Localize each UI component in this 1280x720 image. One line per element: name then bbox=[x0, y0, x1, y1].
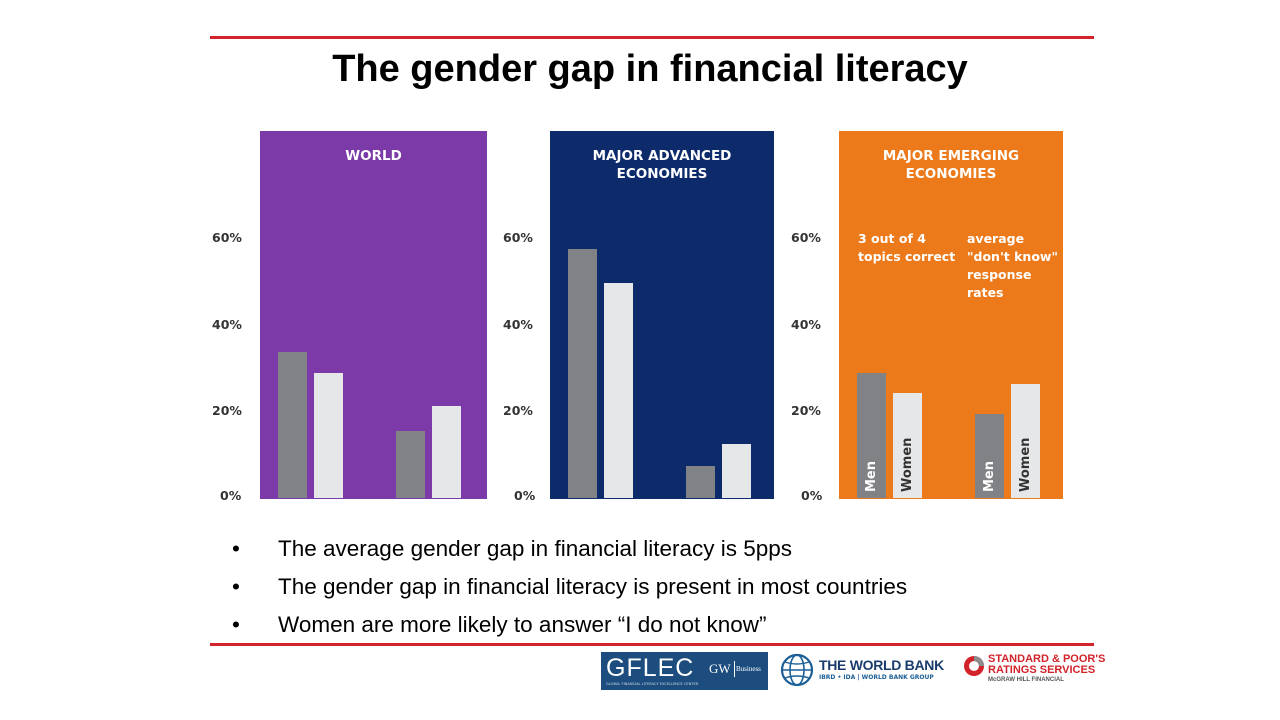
panel-title: WORLD bbox=[345, 148, 402, 164]
globe-icon bbox=[780, 653, 814, 687]
y-tick-0: 0% bbox=[801, 488, 823, 503]
y-tick-20: 20% bbox=[503, 403, 533, 418]
world-bank-logo: THE WORLD BANK IBRD • IDA | WORLD BANK G… bbox=[778, 652, 948, 690]
y-tick-60: 60% bbox=[212, 230, 242, 245]
chart-panel-world: WORLD bbox=[260, 131, 487, 499]
bar-men-3-out-of-4-topics-correct bbox=[857, 373, 886, 498]
bar-women-3-out-of-4-topics-correct bbox=[604, 283, 633, 498]
top-rule bbox=[210, 36, 1094, 39]
gflec-logo: GFLEC GLOBAL FINANCIAL LITERACY EXCELLEN… bbox=[601, 652, 768, 690]
y-tick-40: 40% bbox=[503, 317, 533, 332]
bar-women-average-don-t-know-response-rates bbox=[722, 444, 751, 498]
bar-women-3-out-of-4-topics-correct bbox=[893, 392, 922, 498]
annotation-dont-know: average "don't know" response rates bbox=[967, 231, 1058, 300]
sp-logo-line1: STANDARD & POOR'S bbox=[988, 653, 1106, 665]
bottom-rule bbox=[210, 643, 1094, 646]
bar-women-average-don-t-know-response-rates bbox=[1011, 384, 1040, 498]
bar-men-average-don-t-know-response-rates bbox=[975, 414, 1004, 498]
bar-men-3-out-of-4-topics-correct bbox=[278, 351, 307, 498]
y-tick-20: 20% bbox=[791, 403, 821, 418]
bullet-text: The average gender gap in financial lite… bbox=[278, 536, 793, 561]
bullet-text: The gender gap in financial literacy is … bbox=[278, 574, 908, 599]
bullet-marker: • bbox=[232, 574, 240, 599]
chart-panel-major-emerging-economies: MAJOR EMERGING ECONOMIES 3 out of 4 topi… bbox=[839, 131, 1063, 499]
y-tick-60: 60% bbox=[791, 230, 821, 245]
bullet-text: Women are more likely to answer “I do no… bbox=[278, 612, 767, 637]
bar-label-men: Men bbox=[864, 460, 879, 492]
y-tick-0: 0% bbox=[220, 488, 242, 503]
bar-men-average-don-t-know-response-rates bbox=[396, 431, 425, 498]
slide-title: The gender gap in financial literacy bbox=[332, 48, 968, 90]
gflec-logo-subtext: GLOBAL FINANCIAL LITERACY EXCELLENCE CEN… bbox=[606, 682, 699, 686]
annotation-topics-correct: 3 out of 4 topics correct bbox=[858, 231, 956, 264]
gw-logo-subtext: Business bbox=[736, 665, 761, 673]
panel-title: MAJOR ADVANCED ECONOMIES bbox=[592, 148, 732, 182]
world-bank-logo-subtext: IBRD • IDA | WORLD BANK GROUP bbox=[819, 674, 934, 681]
bar-label-men: Men bbox=[982, 460, 997, 492]
sp-logo-line3: McGRAW HILL FINANCIAL bbox=[988, 677, 1064, 683]
bar-women-3-out-of-4-topics-correct bbox=[314, 373, 343, 498]
gflec-logo-text: GFLEC bbox=[606, 654, 695, 682]
y-tick-40: 40% bbox=[212, 317, 242, 332]
bar-label-women: Women bbox=[1018, 437, 1033, 492]
bar-men-3-out-of-4-topics-correct bbox=[568, 248, 597, 498]
bullet-marker: • bbox=[232, 612, 240, 637]
sp-emblem-icon bbox=[964, 656, 984, 676]
panel-title: MAJOR EMERGING ECONOMIES bbox=[882, 148, 1020, 182]
bar-women-average-don-t-know-response-rates bbox=[432, 405, 461, 498]
y-tick-40: 40% bbox=[791, 317, 821, 332]
sp-logo-line2: RATINGS SERVICES bbox=[988, 664, 1096, 676]
world-bank-logo-text: THE WORLD BANK bbox=[819, 657, 944, 673]
chart-panel-major-advanced-economies: MAJOR ADVANCED ECONOMIES bbox=[550, 131, 774, 499]
bar-label-women: Women bbox=[900, 437, 915, 492]
gw-logo-text: GW bbox=[709, 661, 735, 677]
standard-and-poors-logo: STANDARD & POOR'S RATINGS SERVICES McGRA… bbox=[960, 651, 1105, 689]
bullet-marker: • bbox=[232, 536, 240, 561]
y-tick-0: 0% bbox=[514, 488, 536, 503]
y-tick-20: 20% bbox=[212, 403, 242, 418]
y-tick-60: 60% bbox=[503, 230, 533, 245]
bar-men-average-don-t-know-response-rates bbox=[686, 465, 715, 498]
